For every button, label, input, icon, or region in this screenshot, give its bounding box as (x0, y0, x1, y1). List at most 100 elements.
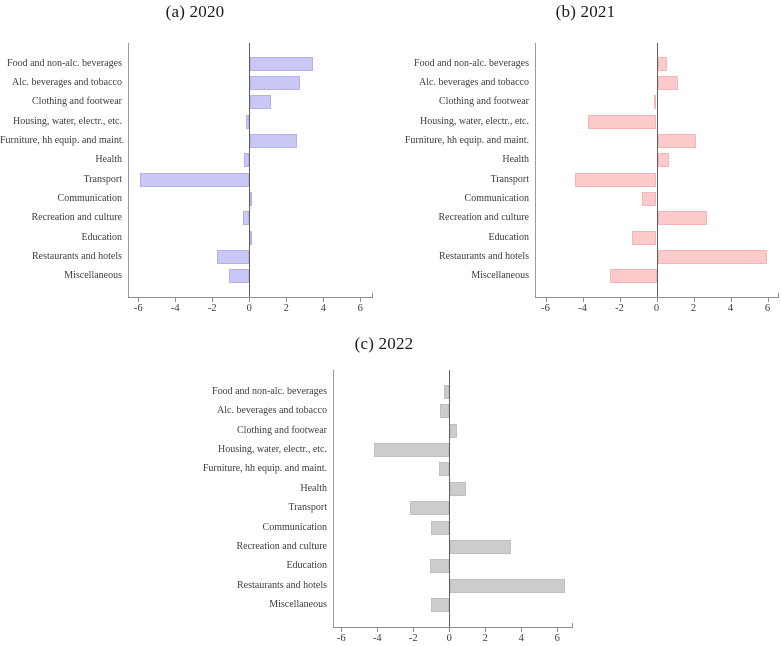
axis-end-stub (372, 293, 373, 297)
category-label-food-and-non-alc-beverages: Food and non-alc. beverages (212, 385, 327, 397)
x-tick-label--4: -4 (372, 633, 382, 644)
bar-recreation-and-culture (450, 540, 512, 555)
category-label-communication: Communication (464, 193, 529, 204)
chart-title-2022: (c) 2022 (354, 334, 414, 353)
category-label-recreation-and-culture: Recreation and culture (31, 212, 122, 224)
category-label-alc-beverages-and-tobacco: Alc. beverages and tobacco (419, 77, 529, 88)
category-label-housing-water-electr-etc: Housing, water, electr., etc. (419, 115, 529, 127)
x-tick--6 (545, 298, 547, 302)
bar-education (250, 230, 253, 245)
bar-food-and-non-alc-beverages (657, 56, 667, 71)
x-tick--4 (377, 628, 379, 632)
category-label-restaurants-and-hotels: Restaurants and hotels (32, 251, 122, 262)
bar-communication (641, 192, 657, 206)
category-label-education: Education (286, 560, 327, 572)
category-label-restaurants-and-hotels: Restaurants and hotels (439, 251, 529, 262)
zero-reference-line (449, 370, 451, 627)
x-tick-6 (557, 628, 559, 632)
category-label-food-and-non-alc-beverages: Food and non-alc. beverages (414, 57, 529, 69)
bar-transport (409, 501, 450, 516)
x-axis-2020: -6 -4 -2 0 2 4 6 (128, 293, 373, 314)
category-label-transport: Transport (490, 173, 529, 185)
bar-housing-water-electr-etc (373, 442, 450, 457)
category-label-recreation-and-culture: Recreation and culture (438, 212, 529, 224)
x-tick-label-2: 2 (283, 303, 289, 314)
x-tick-label-4: 4 (518, 633, 524, 644)
y-axis-line (333, 370, 334, 627)
x-tick--6 (138, 298, 140, 302)
x-tick--4 (175, 298, 177, 302)
zero-reference-line (656, 43, 658, 297)
x-tick--2 (619, 298, 621, 302)
category-label-education: Education (488, 231, 529, 243)
bar-miscellaneous (610, 269, 657, 284)
bar-clothing-and-footwear (653, 95, 657, 110)
x-tick-label--6: -6 (133, 303, 143, 314)
bar-clothing-and-footwear (450, 423, 458, 438)
category-label-transport: Transport (288, 502, 327, 514)
bar-health (450, 481, 467, 496)
x-tick-2 (485, 628, 487, 632)
category-label-alc-beverages-and-tobacco: Alc. beverages and tobacco (217, 405, 327, 417)
x-tick-2 (693, 298, 695, 302)
bar-alc-beverages-and-tobacco (250, 76, 301, 90)
category-label-alc-beverages-and-tobacco: Alc. beverages and tobacco (12, 77, 122, 88)
x-tick-label-0: 0 (246, 303, 252, 314)
chart-panel-2020: (a) 2020 -6 -4 -2 0 2 4 6 Food and non-alc. be… (0, 0, 390, 330)
y-axis-line (535, 43, 536, 297)
category-label-health: Health (502, 154, 529, 166)
x-tick-label--2: -2 (615, 303, 624, 314)
x-tick--4 (582, 298, 584, 302)
category-label-clothing-and-footwear: Clothing and footwear (237, 424, 327, 436)
category-label-clothing-and-footwear: Clothing and footwear (32, 96, 122, 108)
x-tick-0 (656, 298, 658, 302)
x-tick--2 (212, 298, 214, 302)
category-label-miscellaneous: Miscellaneous (471, 270, 529, 282)
category-label-communication: Communication (262, 521, 327, 533)
bar-clothing-and-footwear (250, 95, 271, 110)
x-tick-label-4: 4 (727, 303, 734, 314)
x-tick-label-6: 6 (554, 633, 560, 644)
category-label-miscellaneous: Miscellaneous (269, 599, 327, 611)
plot-area-2022 (333, 370, 573, 627)
plot-area-2020 (128, 43, 373, 297)
category-label-transport: Transport (83, 173, 122, 185)
bar-recreation-and-culture (657, 211, 708, 226)
bar-housing-water-electr-etc (245, 114, 250, 129)
category-label-food-and-non-alc-beverages: Food and non-alc. beverages (7, 57, 122, 69)
bar-food-and-non-alc-beverages (250, 56, 314, 71)
bar-miscellaneous (228, 269, 250, 284)
x-axis-2021: -6 -4 -2 0 2 4 6 (535, 293, 779, 314)
bar-health (657, 153, 669, 168)
category-label-restaurants-and-hotels: Restaurants and hotels (237, 579, 327, 591)
bar-housing-water-electr-etc (588, 114, 657, 129)
plot-area-2021 (535, 43, 779, 297)
bar-transport (140, 172, 250, 187)
bar-miscellaneous (431, 598, 450, 613)
bar-transport (575, 172, 657, 187)
x-tick-4 (521, 628, 523, 632)
category-label-miscellaneous: Miscellaneous (64, 270, 122, 282)
x-tick-label-6: 6 (357, 303, 363, 314)
x-tick-2 (286, 298, 288, 302)
zero-reference-line (249, 43, 251, 297)
y-axis-line (128, 43, 129, 297)
x-tick-label-4: 4 (320, 303, 326, 314)
x-tick-label-2: 2 (482, 633, 488, 644)
category-label-clothing-and-footwear: Clothing and footwear (439, 96, 529, 108)
category-label-housing-water-electr-etc: Housing, water, electr., etc. (12, 115, 122, 127)
x-tick-label--2: -2 (408, 633, 418, 644)
chart-panel-2021: (b) 2021 -6 -4 -2 0 2 4 6 Food and non-alc. be… (391, 0, 780, 330)
x-tick-4 (323, 298, 325, 302)
category-label-recreation-and-culture: Recreation and culture (236, 541, 327, 553)
x-tick-6 (767, 298, 769, 302)
category-label-furniture-hh-equip-and-maint: Furniture, hh equip. and maint. (202, 463, 327, 475)
axis-end-stub (572, 623, 573, 627)
bar-furniture-hh-equip-and-maint (438, 462, 450, 477)
bar-alc-beverages-and-tobacco (657, 76, 678, 90)
bar-communication (250, 192, 253, 206)
bar-education (429, 559, 450, 574)
bar-communication (431, 520, 450, 535)
x-axis-2022: -6 -4 -2 0 2 4 6 (333, 623, 573, 644)
bar-restaurants-and-hotels (450, 578, 566, 593)
